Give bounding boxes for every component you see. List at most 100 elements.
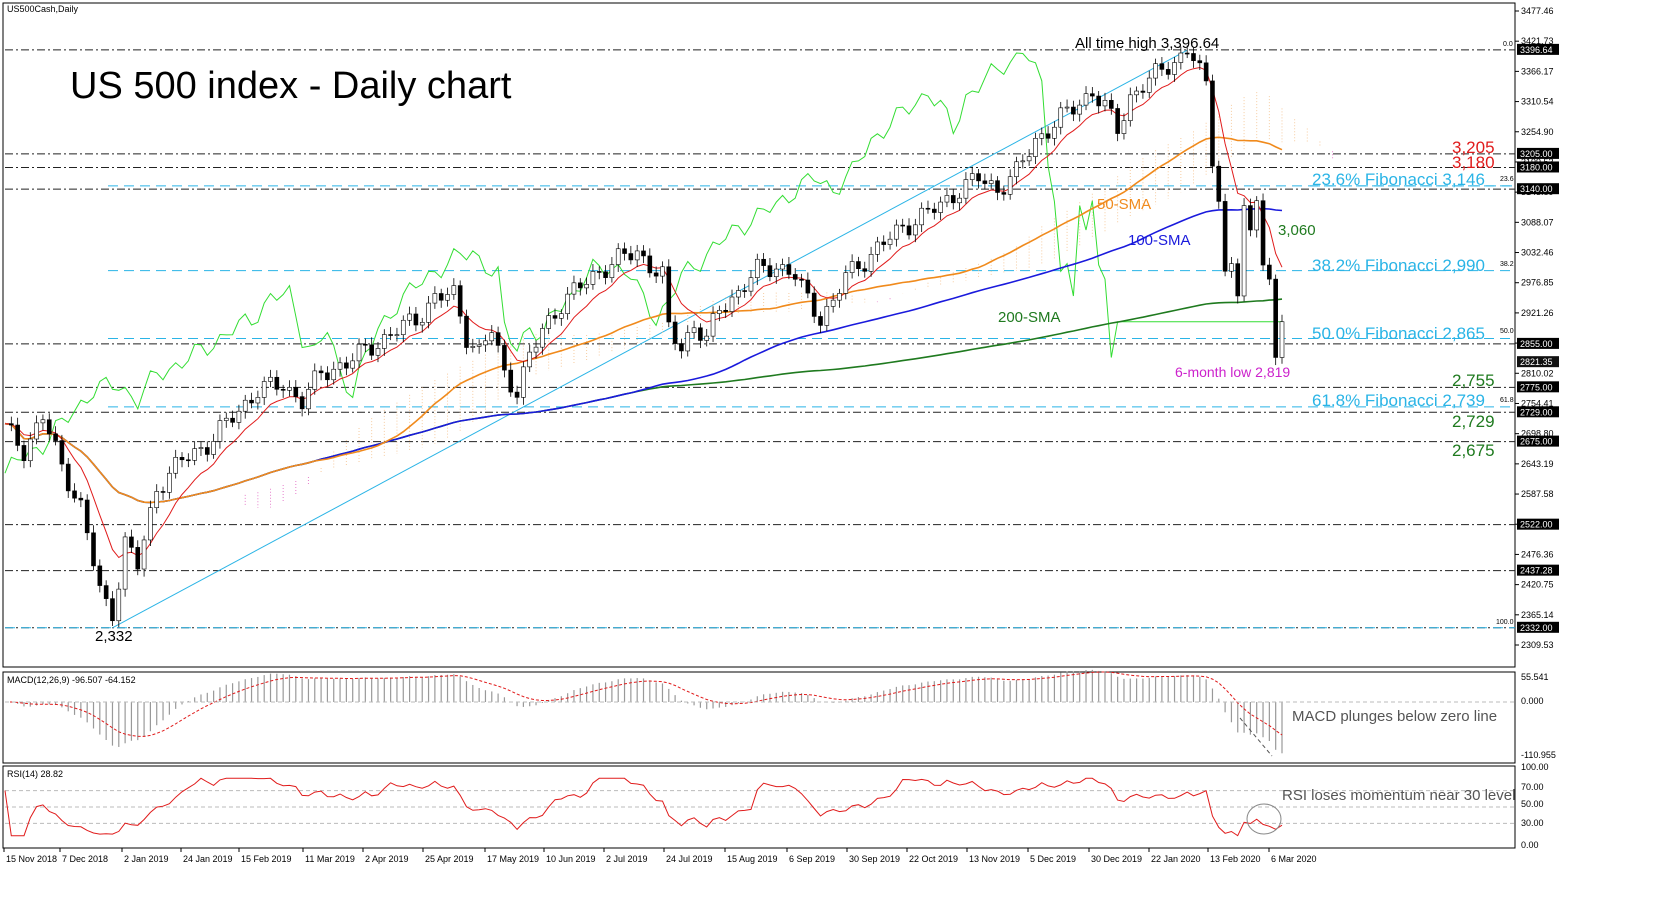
candle-body xyxy=(540,328,545,348)
candle-body xyxy=(679,343,684,352)
candle-body xyxy=(198,447,204,449)
chart-title: US 500 index - Daily chart xyxy=(70,65,512,107)
candle-body xyxy=(805,279,811,294)
candle-body xyxy=(1267,264,1272,280)
price-tick-label: 2420.75 xyxy=(1521,580,1554,590)
candle-body xyxy=(521,366,526,398)
price-tick-label: 3421.73 xyxy=(1521,36,1554,46)
candle-body xyxy=(729,296,735,312)
candle-body xyxy=(1140,90,1146,93)
candle-body xyxy=(116,588,122,622)
candle-body xyxy=(577,282,583,289)
candle-body xyxy=(21,445,27,462)
candle-body xyxy=(1146,77,1152,93)
ann-fib618: 61.8% Fibonacci 2,739 xyxy=(1312,391,1485,410)
x-tick-label: 30 Dec 2019 xyxy=(1091,854,1142,864)
candle-body xyxy=(615,248,621,265)
candle-body xyxy=(830,299,836,307)
candle-body xyxy=(394,334,400,336)
candle-body xyxy=(1254,200,1260,231)
candle-body xyxy=(1045,133,1051,139)
rsi-circle xyxy=(1246,803,1282,835)
candle-body xyxy=(72,490,77,499)
candle-body xyxy=(103,585,109,599)
candle-body xyxy=(552,315,558,319)
candle-body xyxy=(306,389,311,410)
candle-body xyxy=(299,396,305,410)
candle-body xyxy=(1159,63,1165,70)
candle-body xyxy=(445,294,450,301)
fib-label-236: 23.6 xyxy=(1500,176,1514,183)
candle-body xyxy=(1109,100,1114,109)
price-box xyxy=(1517,43,1559,55)
price-box-label: 3140.00 xyxy=(1520,184,1553,194)
candle-body xyxy=(963,179,969,199)
candle-body xyxy=(280,388,286,391)
candle-body xyxy=(773,268,779,278)
candle-body xyxy=(919,207,924,226)
candle-body xyxy=(432,293,438,304)
candle-body xyxy=(363,343,368,346)
candle-body xyxy=(754,258,760,278)
candle-body xyxy=(236,410,242,423)
x-tick-label: 22 Jan 2020 xyxy=(1151,854,1201,864)
candle-body xyxy=(717,310,722,314)
rsi-tick-label: 50.00 xyxy=(1521,799,1544,809)
candle-body xyxy=(148,507,153,541)
ann-s2675: 2,675 xyxy=(1452,441,1495,460)
x-tick-label: 24 Jan 2019 xyxy=(183,854,233,864)
candle-body xyxy=(1007,176,1013,195)
candle-body xyxy=(938,201,943,213)
rsi-tick-label: 100.00 xyxy=(1521,762,1549,772)
fast-line xyxy=(4,66,1283,559)
x-tick-label: 5 Dec 2019 xyxy=(1030,854,1076,864)
candle-body xyxy=(1222,201,1228,272)
candle-body xyxy=(818,316,823,326)
candle-body xyxy=(1197,60,1203,64)
candle-body xyxy=(1172,62,1177,75)
price-box xyxy=(1517,564,1559,576)
price-boxes: 3396.64 3205.00 3180.00 3140.00 2855.00 2821.… xyxy=(1517,43,1559,633)
candle-body xyxy=(1184,52,1190,55)
candle-body xyxy=(426,302,431,323)
candle-body xyxy=(1235,263,1241,297)
candle-body xyxy=(596,271,602,273)
candle-body xyxy=(767,265,773,278)
price-box xyxy=(1517,518,1559,530)
candle-body xyxy=(1260,200,1266,266)
candle-body xyxy=(1077,104,1083,115)
candle-body xyxy=(1210,80,1215,167)
price-box xyxy=(1517,356,1559,368)
candle-body xyxy=(97,565,103,586)
candle-body xyxy=(135,547,141,570)
candle-body xyxy=(660,266,665,277)
ann-r3180: 3,180 xyxy=(1452,153,1495,172)
candle-body xyxy=(1121,120,1127,134)
indicator-lines xyxy=(4,52,1283,559)
candle-body xyxy=(799,279,804,281)
x-tick-label: 13 Nov 2019 xyxy=(969,854,1020,864)
candle-body xyxy=(15,424,20,446)
candle-body xyxy=(400,319,406,335)
candle-body xyxy=(1096,95,1101,107)
x-tick-label: 15 Aug 2019 xyxy=(727,854,778,864)
price-tick-label: 2810.02 xyxy=(1521,368,1554,378)
candle-body xyxy=(53,433,58,441)
ann-3060: 3,060 xyxy=(1278,222,1316,239)
ann-rsi: RSI loses momentum near 30 level xyxy=(1282,787,1515,804)
candle-body xyxy=(350,360,355,369)
candle-body xyxy=(609,264,615,278)
ann-6-month-low: 6-month low 2,819 xyxy=(1175,364,1290,380)
rsi-line xyxy=(4,777,1515,837)
ann-s2755: 2,755 xyxy=(1452,371,1495,390)
ann-fib500: 50.0% Fibonacci 2,865 xyxy=(1312,324,1485,343)
price-tick-label: 2754.41 xyxy=(1521,398,1554,408)
candle-body xyxy=(1083,93,1089,106)
candle-body xyxy=(287,387,292,391)
candle-body xyxy=(1001,192,1007,195)
price-tick-label: 2365.14 xyxy=(1521,610,1554,620)
price-box-label: 2332.00 xyxy=(1520,623,1553,633)
x-tick-label: 11 Mar 2019 xyxy=(305,854,355,864)
price-box xyxy=(1517,406,1559,418)
